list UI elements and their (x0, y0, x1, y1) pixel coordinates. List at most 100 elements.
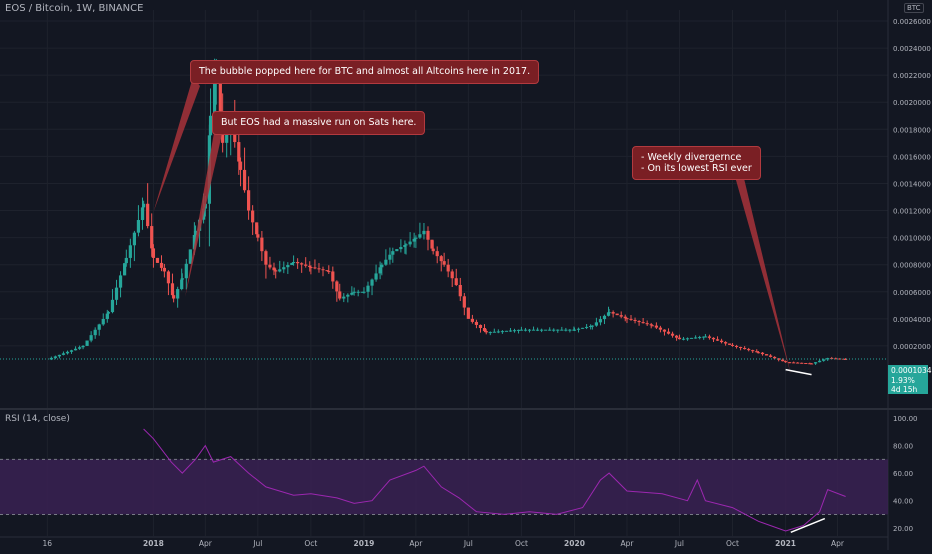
candle-body (685, 338, 690, 340)
price-tick-label: 0.0004000 (893, 316, 931, 324)
candle-body (342, 296, 346, 299)
candle-body (309, 267, 313, 269)
candle-body (132, 232, 136, 246)
divergence-rsi-line (790, 517, 826, 534)
callout-line: - On its lowest RSI ever (641, 163, 752, 174)
candle-body (155, 257, 160, 263)
candle-body (670, 333, 675, 336)
candle-body (804, 363, 808, 365)
candle-body (128, 245, 132, 258)
rsi-legend: RSI (14, close) (5, 414, 70, 424)
candle-body (598, 319, 603, 323)
candle-body (504, 330, 509, 332)
candle-body (822, 359, 826, 361)
candle-body (560, 329, 564, 331)
candle-body (192, 234, 196, 250)
candle-body (327, 271, 331, 273)
candle-body (268, 264, 272, 268)
candle-body (325, 270, 329, 272)
candle-body (430, 239, 434, 249)
candle-body (843, 358, 848, 360)
candle-body (826, 358, 830, 360)
candle-body (458, 285, 462, 297)
candle-body (442, 261, 446, 265)
currency-label: BTC (904, 3, 924, 13)
candle-body (478, 324, 483, 329)
candle-body (707, 336, 712, 338)
candle-body (431, 248, 435, 252)
candle-body (654, 325, 658, 328)
candle-body (788, 362, 792, 364)
price-tick-label: 0.0006000 (893, 289, 931, 297)
candle-body (291, 261, 296, 263)
callout-text: But EOS had a massive run on Sats here. (221, 117, 417, 128)
candle-body (159, 262, 164, 268)
candle-body (140, 207, 145, 221)
candle-body (384, 259, 388, 265)
candle-body (703, 336, 708, 338)
time-tick-label: Oct (726, 539, 739, 548)
chart-title: EOS / Bitcoin, 1W, BINANCE (5, 3, 144, 14)
candle-body (321, 269, 325, 271)
candle-body (743, 348, 747, 350)
candle-body (136, 220, 141, 233)
candle-body (150, 226, 154, 249)
candle-body (796, 362, 800, 364)
price-tick-label: 0.0018000 (893, 126, 931, 134)
price-tick-label: 0.0014000 (893, 180, 931, 188)
time-tick-label: Jul (463, 539, 473, 548)
candle-body (698, 337, 702, 339)
candle-body (580, 327, 585, 329)
candle-body (212, 82, 217, 116)
candle-body (715, 339, 720, 341)
candle-body (589, 326, 593, 328)
candle-body (362, 291, 366, 293)
candle-body (122, 263, 127, 276)
candle-body (73, 348, 78, 351)
candle-body (544, 329, 548, 331)
candle-body (317, 268, 321, 270)
candle-body (625, 318, 629, 320)
candle-body (61, 353, 66, 355)
candle-body (637, 321, 641, 323)
candle-body (142, 203, 146, 208)
time-tick-label: 2018 (143, 539, 164, 548)
price-tick-label: 0.0026000 (893, 18, 931, 26)
candle-body (760, 352, 765, 355)
candle-body (724, 342, 728, 344)
candle-body (548, 329, 552, 331)
candle-body (446, 264, 450, 272)
candle-body (180, 278, 184, 280)
candle-body (404, 244, 408, 246)
time-tick-label: Oct (304, 539, 317, 548)
candle-body (296, 261, 300, 264)
candle-body (370, 279, 374, 286)
candle-body (711, 337, 716, 340)
candle-body (450, 271, 454, 279)
candle-body (378, 267, 382, 274)
candle-body (418, 234, 422, 238)
candle-body (242, 169, 247, 191)
candle-body (435, 251, 439, 257)
candle-body (278, 269, 282, 272)
last-price-badge: 0.0001034 1.93% 4d 15h (888, 365, 932, 394)
candle-body (540, 329, 544, 331)
candle-body (166, 271, 171, 284)
candle-body (176, 289, 180, 299)
candle-body (607, 312, 611, 314)
candle-body (313, 267, 317, 269)
candle-body (747, 349, 751, 351)
candle-body (739, 346, 743, 349)
candle-body (576, 328, 581, 330)
price-tick-label: 0.0008000 (893, 262, 931, 270)
candle-body (162, 267, 166, 272)
candle-body (118, 275, 123, 288)
candle-body (734, 345, 739, 347)
candle-body (552, 329, 556, 331)
candle-body (462, 296, 466, 308)
candle-body (564, 329, 568, 331)
candle-body (352, 291, 356, 293)
